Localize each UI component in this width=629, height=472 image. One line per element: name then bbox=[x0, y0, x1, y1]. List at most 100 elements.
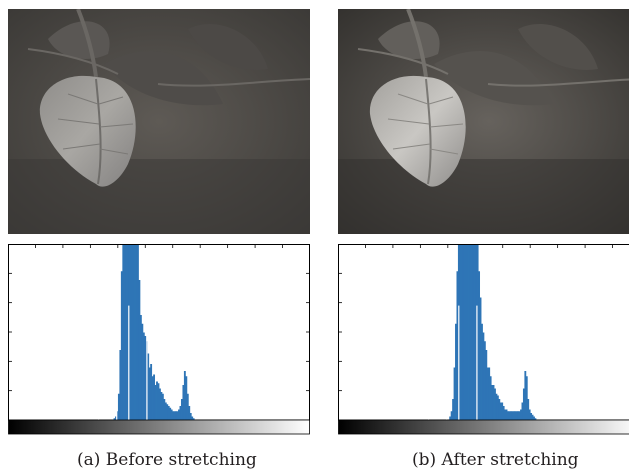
histogram-bar bbox=[161, 393, 164, 420]
histogram-bar bbox=[485, 350, 488, 420]
histogram-bar bbox=[508, 411, 511, 420]
histogram-bar bbox=[460, 245, 463, 420]
histogram-bar bbox=[514, 411, 517, 420]
histogram-bar bbox=[176, 411, 179, 420]
histogram-bar bbox=[501, 402, 504, 420]
histogram-bar bbox=[534, 418, 537, 420]
histogram-bar bbox=[179, 406, 182, 420]
grayscale-gradient-bar bbox=[8, 419, 310, 435]
histogram-bar bbox=[504, 409, 507, 420]
caption-a: (a) Before stretching bbox=[77, 450, 257, 470]
histogram-bar bbox=[486, 367, 489, 420]
histogram-bar bbox=[169, 407, 172, 420]
grayscale-gradient-bar bbox=[338, 419, 629, 435]
histogram-bar bbox=[186, 393, 189, 420]
histogram-bar bbox=[159, 388, 161, 420]
histogram-bar bbox=[481, 323, 483, 420]
histogram-bar bbox=[139, 315, 142, 420]
histogram-bar bbox=[502, 406, 505, 420]
histogram-bar bbox=[132, 245, 135, 420]
histogram-bar bbox=[466, 245, 469, 420]
histogram-bar bbox=[160, 392, 163, 420]
histogram-bar bbox=[470, 245, 473, 420]
histogram-bar bbox=[456, 271, 459, 420]
histogram-bar bbox=[528, 409, 531, 420]
histogram-bar bbox=[115, 416, 117, 420]
histogram-bar bbox=[163, 399, 166, 420]
histogram-bar bbox=[178, 409, 180, 420]
histogram-bar bbox=[123, 245, 126, 420]
leaf-photo-after bbox=[338, 9, 629, 234]
histogram-bar bbox=[488, 367, 491, 420]
histogram-bar bbox=[147, 353, 150, 420]
histogram-bar bbox=[144, 336, 147, 420]
histogram-bar bbox=[129, 245, 132, 420]
histogram-bar bbox=[478, 271, 481, 420]
histogram-bar bbox=[489, 376, 492, 420]
histogram-after bbox=[338, 244, 629, 436]
histogram-bar bbox=[476, 245, 479, 420]
histogram-bar bbox=[455, 323, 457, 420]
histogram-bar bbox=[463, 245, 466, 420]
histogram-bar bbox=[518, 411, 521, 420]
histogram-bar bbox=[521, 402, 524, 420]
histogram-bar bbox=[116, 411, 119, 420]
histogram-bar bbox=[525, 376, 528, 420]
histogram-bar bbox=[533, 416, 535, 420]
histogram-bar bbox=[153, 374, 156, 420]
histogram-bar bbox=[119, 350, 122, 420]
histogram-bar bbox=[469, 245, 472, 420]
histogram-bar bbox=[183, 371, 186, 420]
histogram-bar bbox=[180, 399, 183, 420]
histogram-bar bbox=[166, 404, 169, 420]
histogram-before bbox=[8, 244, 310, 436]
histogram-bar bbox=[122, 245, 125, 420]
leaf-photo-before bbox=[8, 9, 310, 234]
histogram-bar bbox=[462, 245, 465, 420]
histogram-bar bbox=[465, 245, 468, 420]
histogram-bar bbox=[453, 367, 456, 420]
histogram-bar bbox=[499, 402, 502, 420]
histogram-bar bbox=[126, 245, 129, 420]
histogram-bar bbox=[189, 413, 192, 420]
histogram-bar bbox=[150, 364, 153, 420]
histogram-bar bbox=[494, 388, 496, 420]
histogram-bar bbox=[505, 409, 508, 420]
histogram-bar bbox=[527, 399, 530, 420]
histogram-bar bbox=[172, 411, 175, 420]
histogram-bar bbox=[185, 376, 188, 420]
histogram-bar bbox=[167, 406, 170, 420]
histogram-bar bbox=[182, 385, 185, 420]
histogram-bar bbox=[173, 411, 176, 420]
histogram-bar bbox=[483, 341, 486, 420]
histogram-bar bbox=[120, 271, 123, 420]
histogram-bar bbox=[468, 245, 470, 420]
histogram-bar bbox=[495, 393, 498, 420]
histogram-bar bbox=[449, 416, 452, 420]
histogram-bar bbox=[459, 245, 462, 420]
histogram-bar bbox=[511, 411, 514, 420]
histogram-bar bbox=[452, 399, 454, 420]
histogram-bar bbox=[473, 245, 476, 420]
histogram-bar bbox=[138, 280, 141, 420]
histogram-bar bbox=[479, 297, 482, 420]
histogram-bar bbox=[131, 245, 134, 420]
histogram-bar bbox=[142, 332, 145, 420]
histogram-bar bbox=[135, 245, 138, 420]
histogram-bar bbox=[154, 385, 157, 420]
histogram-bar bbox=[170, 409, 173, 420]
histogram-bar bbox=[191, 416, 194, 420]
histogram-bar bbox=[496, 395, 499, 420]
histogram-bar bbox=[164, 402, 167, 420]
histogram-bar bbox=[148, 367, 151, 420]
histogram-bar bbox=[491, 385, 494, 420]
histogram-bar bbox=[475, 245, 478, 420]
histogram-bar bbox=[175, 411, 177, 420]
histogram-bar bbox=[141, 323, 144, 420]
histogram-bar bbox=[492, 385, 495, 420]
histogram-bar bbox=[482, 332, 485, 420]
histogram-bar bbox=[512, 411, 515, 420]
histogram-bar bbox=[520, 409, 522, 420]
histogram-bar bbox=[151, 376, 154, 420]
histogram-bar bbox=[156, 381, 158, 420]
